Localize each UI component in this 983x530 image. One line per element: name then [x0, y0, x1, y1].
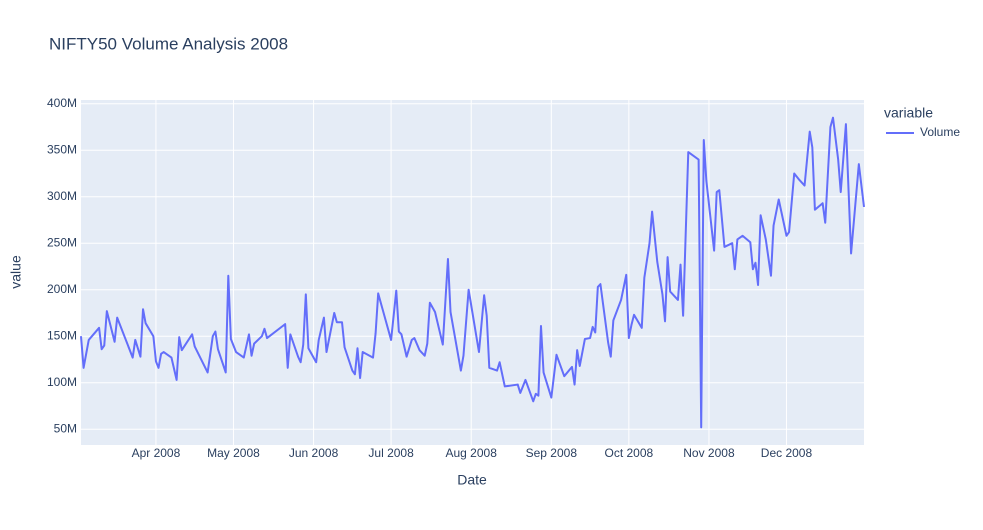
y-tick-label: 300M [47, 189, 77, 203]
y-axis-title: value [8, 255, 24, 289]
x-tick-label: Dec 2008 [761, 446, 813, 460]
legend-label: Volume [920, 125, 960, 139]
x-tick-label: May 2008 [207, 446, 260, 460]
x-tick-label: Oct 2008 [604, 446, 653, 460]
x-axis-title: Date [457, 472, 487, 488]
y-tick-label: 200M [47, 282, 77, 296]
x-tick-label: Aug 2008 [446, 446, 498, 460]
x-tick-label: Nov 2008 [683, 446, 735, 460]
x-tick-label: Apr 2008 [132, 446, 181, 460]
grid [81, 100, 864, 445]
legend-title: variable [884, 105, 933, 121]
y-tick-label: 100M [47, 375, 77, 389]
x-tick-label: Jul 2008 [368, 446, 414, 460]
y-tick-label: 350M [47, 142, 77, 156]
chart-title: NIFTY50 Volume Analysis 2008 [49, 34, 288, 53]
y-tick-label: 50M [54, 421, 77, 435]
y-tick-label: 250M [47, 235, 77, 249]
x-tick-label: Jun 2008 [289, 446, 339, 460]
plot-area [81, 100, 864, 445]
y-tick-label: 400M [47, 96, 77, 110]
x-tick-label: Sep 2008 [526, 446, 578, 460]
data-line [80, 116, 865, 429]
marks [80, 116, 865, 429]
y-tick-label: 150M [47, 328, 77, 342]
